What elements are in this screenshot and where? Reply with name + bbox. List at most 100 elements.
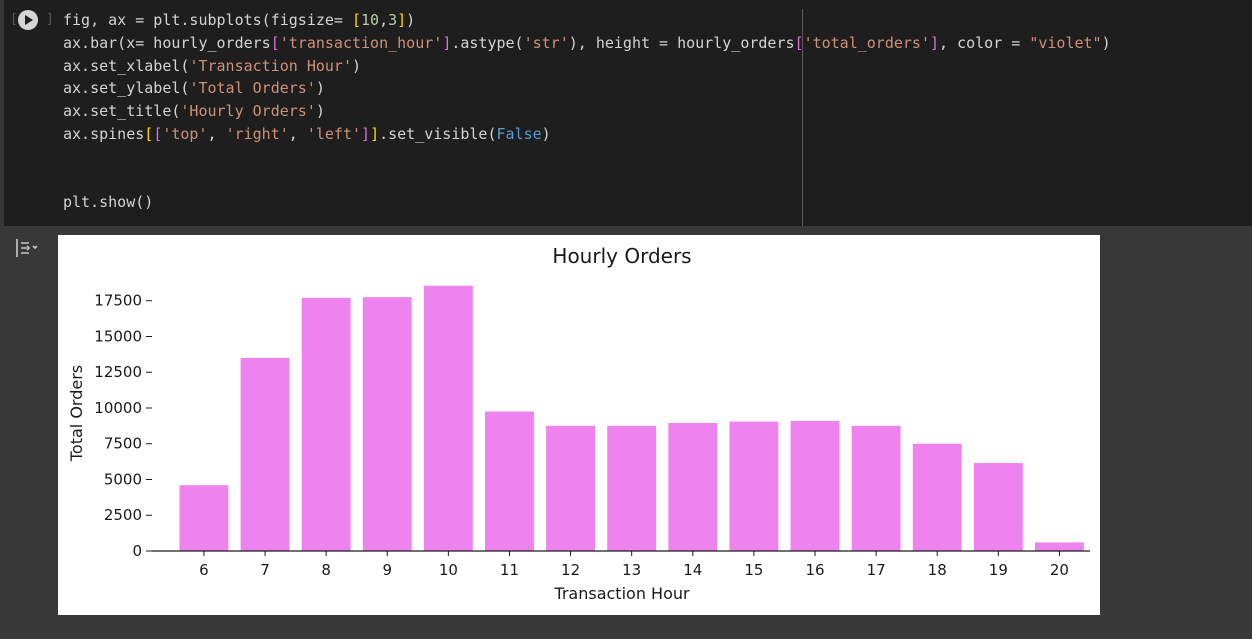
code-token: ) — [1101, 33, 1111, 52]
x-tick-label: 10 — [439, 561, 458, 579]
run-cell-button[interactable] — [18, 10, 38, 30]
code-token: ] — [370, 124, 380, 143]
code-token: , color = — [939, 33, 1030, 52]
x-tick-label: 11 — [500, 561, 519, 579]
bar-chart: Hourly Orders 6 7 8 9 10 11 12 13 14 15 16 17 18 19 20 0… — [67, 244, 1090, 603]
x-tick-label: 14 — [683, 561, 702, 579]
code-line: ax.set_ylabel('Total Orders') — [63, 77, 1111, 100]
code-token: 'right' — [225, 124, 289, 143]
code-token: , — [288, 124, 307, 143]
y-tick-label: 7500 — [104, 435, 142, 453]
code-token: plt.show() — [63, 193, 154, 212]
x-tick-label: 20 — [1050, 561, 1069, 579]
y-tick-label: 15000 — [94, 327, 142, 345]
code-token: ] — [442, 33, 452, 52]
code-token: 'Hourly Orders' — [180, 102, 316, 121]
code-token: ) — [315, 102, 325, 121]
code-token: ax.bar(x= hourly_orders — [63, 33, 271, 52]
code-cell[interactable]: [ ] fig, ax = plt.subplots(figsize= [10,… — [4, 0, 1252, 226]
x-tick-label: 8 — [321, 561, 331, 579]
bar-15 — [729, 421, 779, 551]
code-token: [ — [153, 124, 163, 143]
code-token: ] — [930, 33, 940, 52]
code-line: ax.bar(x= hourly_orders['transaction_hou… — [63, 32, 1111, 55]
bar-20 — [1035, 542, 1084, 551]
code-line: plt.show() — [63, 191, 1111, 214]
code-token: 'str' — [523, 33, 569, 52]
y-tick-label: 2500 — [104, 506, 142, 524]
code-token: 3 — [388, 11, 398, 29]
y-tick-label: 10000 — [94, 399, 142, 417]
y-tick-label: 0 — [132, 542, 142, 560]
y-axis-label: Total Orders — [67, 365, 86, 462]
code-token: .astype( — [451, 33, 524, 52]
bar-18 — [912, 443, 962, 551]
code-token: [ — [144, 124, 154, 143]
bar-8 — [301, 297, 351, 551]
execution-count: [ ] — [10, 12, 54, 27]
code-line — [63, 169, 1111, 192]
code-token: [ — [270, 33, 280, 52]
y-tick-label: 5000 — [104, 470, 142, 488]
code-token: .set_visible( — [379, 124, 497, 143]
x-tick-label: 17 — [867, 561, 886, 579]
x-tick-label: 13 — [622, 561, 641, 579]
bar-16 — [790, 420, 840, 551]
code-line: ax.set_title('Hourly Orders') — [63, 100, 1111, 123]
code-token: ) — [352, 56, 362, 75]
code-token: "violet" — [1029, 33, 1102, 52]
bar-6 — [179, 485, 229, 551]
code-token: ax.set_xlabel( — [63, 56, 190, 75]
code-token: [ — [794, 33, 804, 52]
code-line: ax.set_xlabel('Transaction Hour') — [63, 55, 1111, 78]
x-tick-label: 9 — [382, 561, 392, 579]
output-collapse-icon[interactable] — [14, 236, 40, 260]
code-token: fig, ax = plt.subplots(figsize= — [63, 11, 352, 29]
code-token: ax.spines — [63, 124, 145, 143]
code-token: ) — [315, 79, 325, 98]
x-tick-label: 12 — [561, 561, 580, 579]
code-token: 10 — [361, 11, 380, 29]
bar-13 — [607, 425, 657, 551]
code-token: ] — [361, 124, 371, 143]
code-line — [63, 146, 1111, 169]
x-tick-label: 15 — [744, 561, 763, 579]
code-line: ax.spines[['top', 'right', 'left']].set_… — [63, 123, 1111, 146]
code-token: ] — [397, 11, 407, 29]
code-token: [ — [351, 11, 362, 29]
y-tick-label: 12500 — [94, 363, 142, 381]
code-token: 'transaction_hour' — [279, 33, 443, 52]
code-token: 'total_orders' — [803, 33, 930, 52]
code-token: , — [379, 11, 389, 29]
x-tick-label: 6 — [199, 561, 209, 579]
code-token: 'Transaction Hour' — [189, 56, 352, 75]
bar-7 — [240, 357, 290, 551]
code-token: False — [496, 124, 542, 143]
x-tick-label: 16 — [805, 561, 824, 579]
x-tick-label: 19 — [989, 561, 1008, 579]
code-token: 'Total Orders' — [189, 79, 316, 98]
code-token: ) — [406, 11, 416, 29]
code-token: , — [207, 124, 226, 143]
bar-10 — [423, 285, 473, 551]
code-token: 'left' — [306, 124, 362, 143]
bar-11 — [485, 411, 534, 551]
bar-9 — [362, 297, 412, 551]
cell-output: Hourly Orders 6 7 8 9 10 11 12 13 14 15 16 17 18 19 20 0… — [58, 235, 1100, 615]
bar-12 — [546, 425, 596, 551]
code-token: ax.set_title( — [63, 102, 181, 121]
code-token: ), height = hourly_orders — [568, 33, 795, 52]
text-cursor — [802, 9, 803, 226]
code-line: fig, ax = plt.subplots(figsize= [10,3]) — [63, 9, 1111, 32]
chart-title: Hourly Orders — [552, 244, 691, 268]
code-editor[interactable]: fig, ax = plt.subplots(figsize= [10,3]) a… — [63, 9, 1111, 214]
x-axis-label: Transaction Hour — [553, 584, 690, 603]
code-token: ) — [541, 124, 551, 143]
x-tick-label: 7 — [260, 561, 270, 579]
x-tick-label: 18 — [928, 561, 947, 579]
bar-19 — [973, 463, 1023, 551]
bar-17 — [851, 425, 901, 551]
y-tick-label: 17500 — [94, 292, 142, 310]
code-token: 'top' — [162, 124, 208, 143]
code-token: ax.set_ylabel( — [63, 79, 190, 98]
